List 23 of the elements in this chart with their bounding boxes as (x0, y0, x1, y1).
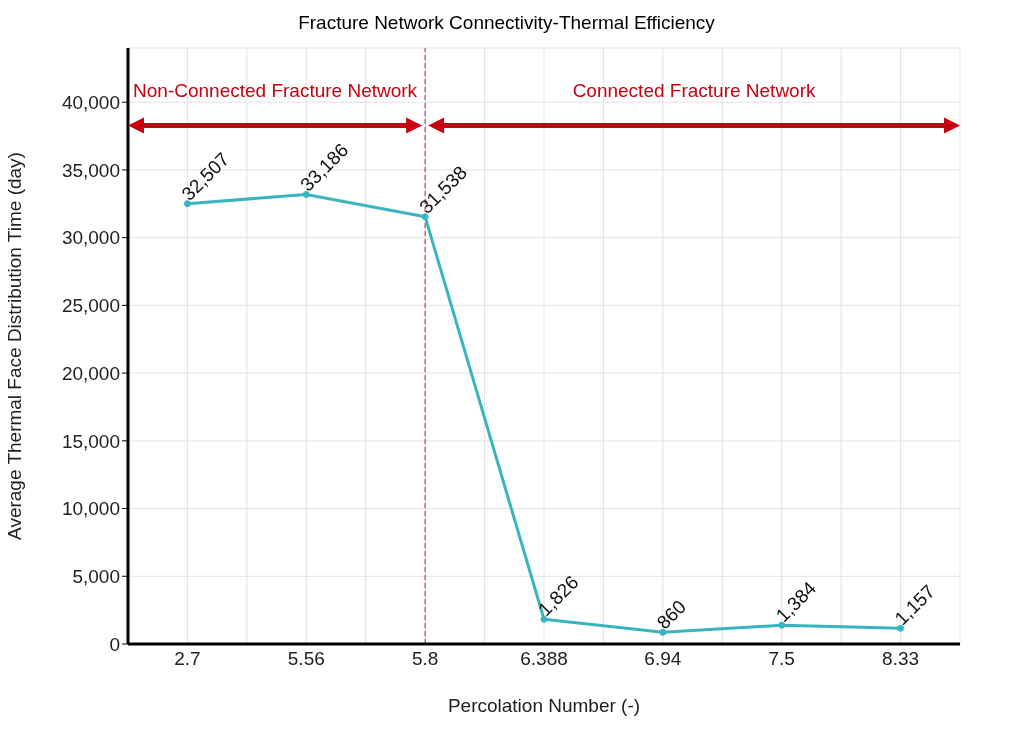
y-tick-label: 5,000 (72, 566, 120, 588)
y-tick-label: 35,000 (61, 159, 120, 181)
x-tick-label: 5.56 (287, 648, 325, 670)
x-tick-label: 7.5 (768, 648, 795, 670)
y-tick-label: 40,000 (61, 91, 120, 113)
y-tick-label: 20,000 (61, 362, 120, 384)
y-tick-label: 0 (109, 633, 120, 655)
y-tick-label: 25,000 (61, 295, 120, 317)
x-axis-title: Percolation Number (-) (447, 695, 641, 716)
x-tick-label: 6.388 (520, 648, 568, 670)
chart-title: Fracture Network Connectivity-Thermal Efficiency (297, 12, 716, 34)
x-tick-label: 8.33 (882, 648, 920, 670)
x-tick-label: 2.7 (174, 648, 201, 670)
y-tick-label: 15,000 (61, 430, 120, 452)
annotation: Connected Fracture Network (572, 80, 817, 102)
x-tick-label: 6.94 (644, 648, 682, 670)
annotation: Non-Connected Fracture Network (133, 80, 418, 102)
y-tick-label: 10,000 (61, 498, 120, 520)
point (421, 213, 429, 221)
x-tick-label: 5.8 (411, 648, 439, 670)
data-label: 860 (652, 595, 691, 634)
point (183, 200, 191, 208)
y-tick-label: 30,000 (61, 227, 120, 249)
